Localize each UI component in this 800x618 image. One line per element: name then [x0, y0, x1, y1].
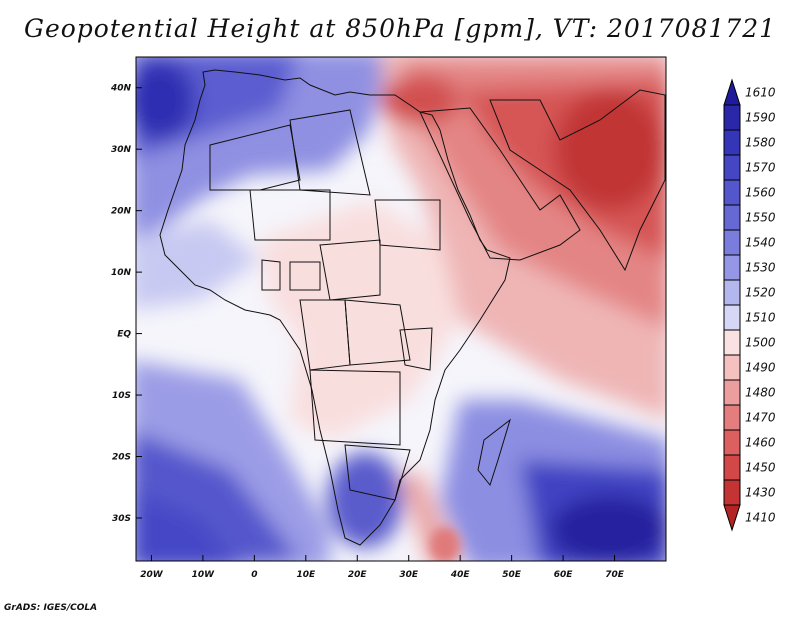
colorbar-swatch: [723, 504, 741, 532]
colorbar-swatch: [723, 304, 741, 331]
colorbar-swatch: [723, 154, 741, 181]
colorbar-swatch: [723, 204, 741, 231]
colorbar-swatch: [723, 78, 741, 106]
colorbar-swatch: [723, 479, 741, 506]
colorbar-swatch: [723, 104, 741, 131]
colorbar-label: 1550: [745, 211, 776, 225]
lat-tick-label: 20N: [111, 207, 132, 217]
colorbar-label: 1510: [745, 311, 776, 325]
colorbar-swatch: [723, 129, 741, 156]
colorbar-label: 1560: [745, 186, 776, 200]
lat-tick-label: EQ: [117, 330, 131, 340]
lat-tick-label: 10N: [111, 268, 132, 278]
colorbar-label: 1430: [745, 486, 776, 500]
colorbar-label: 1520: [745, 286, 776, 300]
colorbar-label: 1450: [745, 461, 776, 475]
lon-tick-label: 10W: [192, 570, 216, 580]
lat-tick-label: 30S: [112, 514, 131, 524]
colorbar-swatch: [723, 429, 741, 456]
colorbar-swatch: [723, 254, 741, 281]
lon-tick-label: 60E: [554, 570, 574, 580]
colorbar-label: 1610: [745, 86, 776, 100]
lon-tick-label: 40E: [450, 570, 471, 580]
colorbar: 1610 1590 1580 1570 1560 1550 1540 1530 1520 1510…: [723, 78, 776, 532]
lon-tick-label: 0: [251, 570, 257, 580]
colorbar-label: 1570: [745, 161, 776, 175]
colorbar-label: 1480: [745, 386, 776, 400]
lon-tick-label: 20E: [348, 570, 368, 580]
colorbar-label: 1500: [745, 336, 776, 350]
lat-tick-label: 10S: [112, 391, 131, 401]
colorbar-swatch: [723, 329, 741, 356]
colorbar-label: 1590: [745, 111, 776, 125]
map-frame: [135, 56, 667, 562]
colorbar-swatch: [723, 279, 741, 306]
colorbar-label: 1540: [745, 236, 776, 250]
map-title: Geopotential Height at 850hPa [gpm], VT:…: [23, 14, 777, 43]
colorbar-label: 1530: [745, 261, 776, 275]
coastlines: [159, 69, 666, 546]
lat-tick-label: 30N: [111, 145, 132, 155]
lon-tick-label: 70E: [605, 570, 625, 580]
colorbar-swatch: [723, 454, 741, 481]
lon-tick-label: 10E: [296, 570, 316, 580]
colorbar-swatch: [723, 179, 741, 206]
colorbar-swatch: [723, 404, 741, 431]
colorbar-label: 1580: [745, 136, 776, 150]
colorbar-label: 1410: [745, 511, 776, 525]
colorbar-swatch: [723, 229, 741, 256]
colorbar-label: 1470: [745, 411, 776, 425]
lat-tick-label: 40N: [110, 84, 132, 94]
colorbar-label: 1460: [745, 436, 776, 450]
lon-tick-label: 30E: [399, 570, 419, 580]
lon-tick-label: 20W: [140, 570, 164, 580]
grads-credit: GrADS: IGES/COLA: [4, 603, 98, 613]
lon-tick-label: 50E: [502, 570, 522, 580]
longitude-ticks: 20W 10W 0 10E 20E 30E 40E 50E 60E 70E: [140, 555, 625, 580]
colorbar-swatch: [723, 379, 741, 406]
latitude-ticks: 40N 30N 20N 10N EQ 10S 20S 30S: [110, 84, 142, 524]
lat-tick-label: 20S: [112, 453, 131, 463]
colorbar-label: 1490: [745, 361, 776, 375]
colorbar-swatch: [723, 354, 741, 381]
